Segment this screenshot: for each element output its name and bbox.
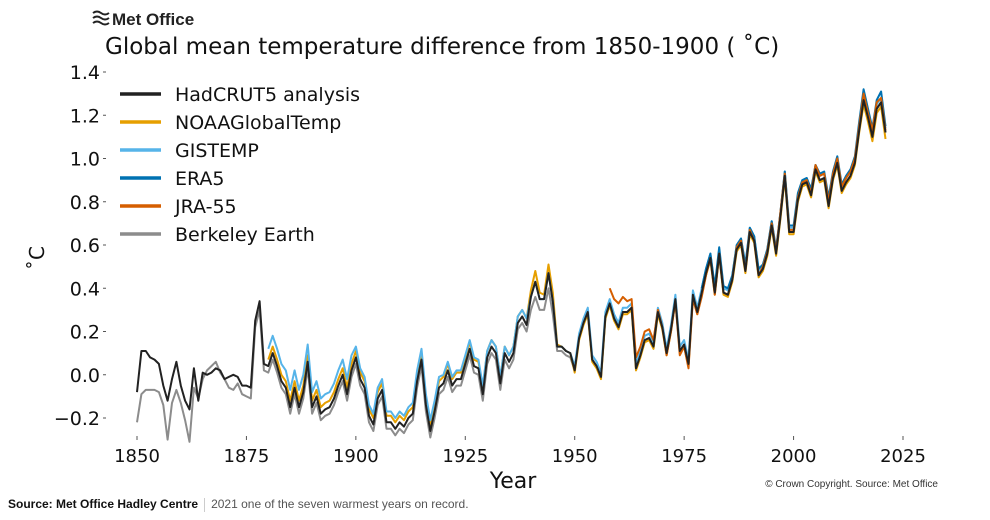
x-tick-label: 2025 xyxy=(880,446,926,467)
chart-title: Global mean temperature difference from … xyxy=(105,33,779,60)
series-line-gistemp xyxy=(267,94,887,422)
y-axis-label: ˚C xyxy=(25,246,49,270)
caption-divider xyxy=(204,497,206,512)
x-axis-label: Year xyxy=(489,469,538,494)
legend-item: ERA5 xyxy=(120,168,225,190)
series-line-noaaglobaltemp xyxy=(267,103,887,426)
legend: HadCRUT5 analysis NOAAGlobalTemp GISTEMP ER… xyxy=(120,84,360,246)
x-tick-label: 2000 xyxy=(771,446,817,467)
legend-label: GISTEMP xyxy=(175,140,259,162)
legend-item: HadCRUT5 analysis xyxy=(120,84,360,106)
x-tick-label: 1950 xyxy=(552,446,598,467)
legend-item: Berkeley Earth xyxy=(120,224,315,246)
legend-label: Berkeley Earth xyxy=(175,224,315,246)
caption-description: 2021 one of the seven warmest years on r… xyxy=(211,497,469,511)
y-tick-label: 1.2 xyxy=(70,105,100,127)
legend-item: JRA-55 xyxy=(120,196,237,218)
y-tick-label: 1.4 xyxy=(70,62,100,84)
x-tick-label: 1850 xyxy=(114,446,160,467)
y-tick-label: 0.4 xyxy=(70,278,100,300)
met-office-logo: Met Office xyxy=(92,10,194,29)
logo-text: Met Office xyxy=(112,10,194,29)
caption-source: Source: Met Office Hadley Centre xyxy=(8,497,199,511)
x-tick-label: 1900 xyxy=(333,446,379,467)
series-line-hadcrut5-analysis xyxy=(136,99,887,432)
y-tick-label: 0.6 xyxy=(70,235,100,257)
x-tick-label: 1925 xyxy=(442,446,488,467)
legend-label: JRA-55 xyxy=(174,196,237,218)
series-line-era5 xyxy=(700,88,887,290)
copyright-note: © Crown Copyright. Source: Met Office xyxy=(765,479,938,490)
y-tick-label: 0.2 xyxy=(70,322,100,344)
legend-label: NOAAGlobalTemp xyxy=(175,112,341,134)
legend-label: HadCRUT5 analysis xyxy=(175,84,360,106)
y-tick-label: −0.2 xyxy=(54,408,100,430)
legend-label: ERA5 xyxy=(175,168,225,190)
legend-item: GISTEMP xyxy=(120,140,259,162)
x-tick-label: 1875 xyxy=(224,446,270,467)
x-tick-label: 1975 xyxy=(661,446,707,467)
y-tick-label: 0.0 xyxy=(70,365,100,387)
y-tick-label: 1.0 xyxy=(70,149,100,171)
series-line-jra-55 xyxy=(608,92,887,370)
logo-waves-icon xyxy=(92,10,110,26)
legend-item: NOAAGlobalTemp xyxy=(120,112,341,134)
figure-caption: Source: Met Office Hadley Centre 2021 one… xyxy=(8,497,469,512)
y-tick-label: 0.8 xyxy=(70,192,100,214)
